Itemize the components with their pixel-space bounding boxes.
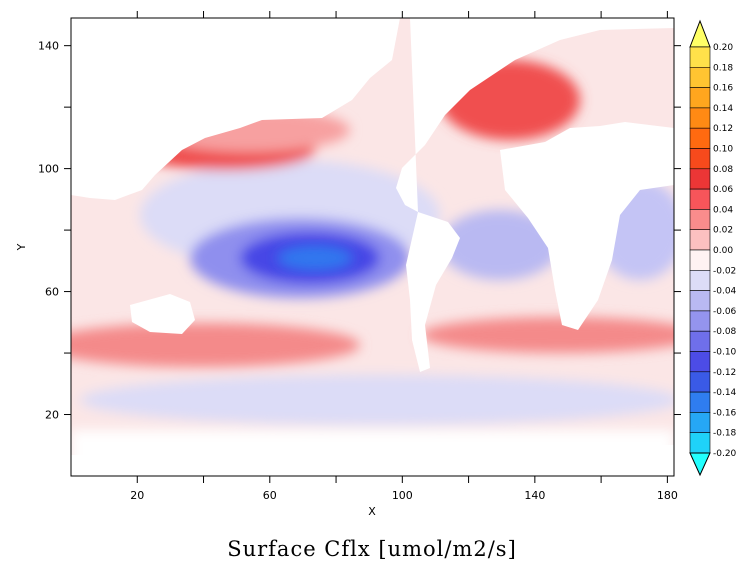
colorbar-label: -0.20 [713,449,737,459]
x-axis-label: X [368,505,376,518]
colorbar-cell [689,67,711,88]
colorbar-cell [689,46,711,68]
land-antarctica [71,445,674,476]
colorbar-label: 0.20 [713,43,733,53]
colorbar-label: -0.08 [713,327,737,337]
colorbar-extend-bottom [689,452,711,477]
colorbar-label: 0.10 [713,145,733,155]
land-americas-north [396,18,674,212]
colorbar-label: -0.02 [713,266,736,276]
colorbar-cell [689,188,711,210]
colorbar-label: -0.10 [713,348,737,358]
y-axis-label: Y [15,243,28,251]
colorbar-label: -0.12 [713,368,736,378]
colorbar-label: 0.18 [713,63,733,73]
colorbar-label: 0.16 [713,84,733,94]
x-axis: 20 60 100 140 180 [130,11,678,502]
colorbar-cell [689,209,711,230]
southern-band-faint [80,375,674,425]
x-tick-label: 140 [524,489,545,502]
colorbar-cell [689,290,711,312]
colorbar-cell [689,330,711,352]
colorbar-label: 0.08 [713,165,733,175]
colorbar-cell [689,351,711,373]
colorbar-label: -0.14 [713,388,737,398]
colorbar-cell [689,412,711,433]
colorbar-label: -0.04 [713,287,737,297]
colorbar-label: -0.18 [713,429,737,439]
chart-title: Surface Cflx [umol/m2/s] [227,537,517,561]
x-tick-label: 180 [657,489,678,502]
colorbar-cell [689,87,711,109]
colorbar-cell [689,269,711,291]
colorbar-cell [689,229,711,251]
colorbar-label: 0.12 [713,124,733,134]
colorbar-cell [689,127,711,149]
southern-ocean-band-east [420,317,674,353]
colorbar-label: 0.06 [713,185,733,195]
y-tick-label: 140 [38,40,59,53]
southern-ocean-band-west [71,323,360,367]
colorbar-cell [689,107,711,129]
land-south-america [406,212,460,372]
x-tick-label: 100 [392,489,413,502]
y-tick-label: 20 [45,409,59,422]
land-asia [71,18,400,200]
colorbar-label: -0.16 [713,408,737,418]
colorbar-cell [689,148,711,170]
colorbar-cell [689,391,711,413]
colorbar-label: 0.14 [713,104,733,114]
colorbar-cell [689,371,711,393]
colorbar-label: -0.06 [713,307,737,317]
colorbar-label: 0.02 [713,226,733,236]
land-mask [71,18,674,476]
colorbar-cell [689,168,711,190]
y-tick-label: 100 [38,163,59,176]
heatmap-field [71,18,674,476]
land-africa-eurasia [500,122,674,330]
colorbar-cell [689,432,711,454]
x-tick-label: 60 [263,489,277,502]
equatorial-atlantic [440,210,560,280]
colorbar-cell [689,310,711,332]
y-tick-label: 60 [45,286,59,299]
colorbar: 0.20 0.18 0.16 0.14 0.12 0.10 0.08 0.06 0.04 0.02… [689,19,737,477]
equatorial-pacific-center [277,245,353,271]
colorbar-extend-top [689,19,711,48]
plot-frame [70,17,675,477]
colorbar-label: 0.00 [713,246,733,256]
y-axis: 20 60 100 140 [38,40,681,422]
land-australia [130,294,195,334]
colorbar-cell [689,249,711,271]
x-tick-label: 20 [130,489,144,502]
colorbar-label: 0.04 [713,205,733,215]
